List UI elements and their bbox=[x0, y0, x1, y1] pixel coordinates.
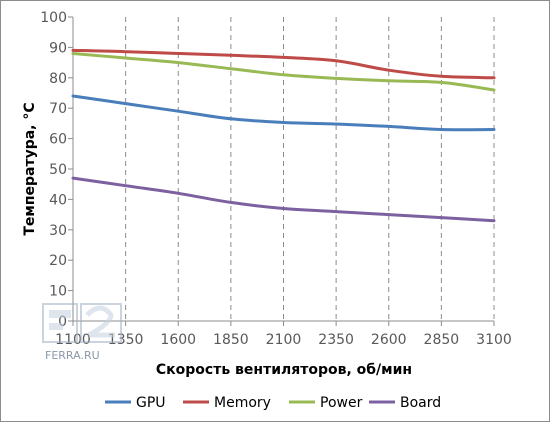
ferra-watermark: FERRA.RU bbox=[42, 303, 122, 362]
watermark-text: FERRA.RU bbox=[45, 349, 100, 362]
ferra-logo-icon bbox=[42, 303, 122, 343]
x-tick-label: 1600 bbox=[160, 332, 196, 348]
y-tick-label: 20 bbox=[49, 253, 67, 269]
y-tick-label: 70 bbox=[49, 101, 67, 117]
y-tick-label: 80 bbox=[49, 71, 67, 87]
x-tick-label: 2350 bbox=[318, 332, 354, 348]
x-tick-label: 1850 bbox=[213, 332, 249, 348]
x-tick-label: 1350 bbox=[108, 332, 144, 348]
legend-item-power: Power bbox=[289, 395, 363, 411]
legend-label: Board bbox=[400, 395, 441, 411]
legend-item-memory: Memory bbox=[183, 395, 271, 411]
y-tick-label: 10 bbox=[49, 284, 67, 300]
y-tick-label: 100 bbox=[40, 10, 67, 26]
legend-item-gpu: GPU bbox=[105, 395, 166, 411]
y-tick-label: 60 bbox=[49, 132, 67, 148]
y-tick-label: 40 bbox=[49, 192, 67, 208]
legend-label: Memory bbox=[214, 395, 271, 411]
axes bbox=[68, 16, 495, 326]
legend-label: Power bbox=[320, 395, 363, 411]
x-tick-labels: 1100 1350 1600 1850 2100 2350 2600 2850 3100 bbox=[55, 332, 512, 348]
series-line-memory bbox=[71, 48, 496, 80]
y-axis-title: Температура, °C bbox=[22, 102, 38, 235]
y-tick-label: 0 bbox=[58, 314, 67, 330]
legend-item-board: Board bbox=[369, 395, 441, 411]
x-axis-title: Скорость вентиляторов, об/мин bbox=[156, 362, 412, 378]
x-tick-label: 3100 bbox=[476, 332, 512, 348]
series-lines bbox=[71, 48, 496, 223]
series-line-board bbox=[71, 176, 496, 223]
x-tick-label: 2850 bbox=[424, 332, 460, 348]
grid-lines bbox=[125, 17, 495, 321]
y-tick-label: 30 bbox=[49, 223, 67, 239]
y-tick-label: 50 bbox=[49, 162, 67, 178]
series-line-power bbox=[71, 52, 496, 92]
y-tick-labels: 0 10 20 30 40 50 60 70 80 90 100 bbox=[40, 10, 67, 330]
x-tick-label: 2600 bbox=[371, 332, 407, 348]
y-tick-label: 90 bbox=[49, 40, 67, 56]
legend: GPU Memory Power Board bbox=[105, 395, 441, 411]
series-line-gpu bbox=[71, 94, 496, 132]
x-tick-label: 2100 bbox=[266, 332, 302, 348]
x-tick-label: 1100 bbox=[55, 332, 91, 348]
legend-label: GPU bbox=[136, 395, 166, 411]
